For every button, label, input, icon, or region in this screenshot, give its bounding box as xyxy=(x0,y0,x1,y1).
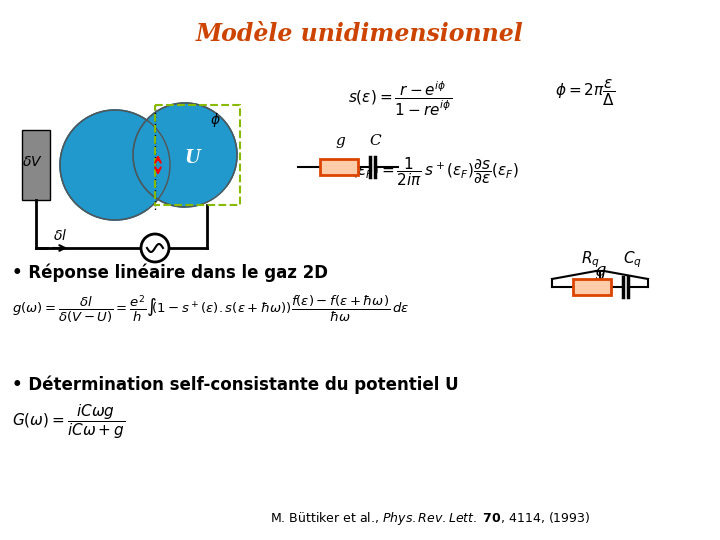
Text: $G(\omega)=\dfrac{iC\omega g}{iC\omega+g}$: $G(\omega)=\dfrac{iC\omega g}{iC\omega+g… xyxy=(12,402,125,441)
Text: Modèle unidimensionnel: Modèle unidimensionnel xyxy=(196,22,524,46)
Bar xyxy=(155,105,240,205)
Text: $s(\varepsilon)=\dfrac{r-e^{i\phi}}{1-re^{i\phi}}$: $s(\varepsilon)=\dfrac{r-e^{i\phi}}{1-re… xyxy=(348,80,452,118)
Text: $g(\omega)=\dfrac{\delta l}{\delta(V-U)}=\dfrac{e^2}{h}\int\!\!\left(1-s^+(\vare: $g(\omega)=\dfrac{\delta l}{\delta(V-U)}… xyxy=(12,293,409,325)
Circle shape xyxy=(133,103,237,207)
Text: C: C xyxy=(369,134,381,148)
Text: U: U xyxy=(184,149,200,167)
Text: • Réponse linéaire dans le gaz 2D: • Réponse linéaire dans le gaz 2D xyxy=(12,263,328,281)
Bar xyxy=(573,279,611,295)
Text: M. Büttiker et al., $\it{Phys.Rev.Lett.}$ $\bf{70}$, 4114, (1993): M. Büttiker et al., $\it{Phys.Rev.Lett.}… xyxy=(270,510,590,527)
Text: $R_q$: $R_q$ xyxy=(580,249,600,270)
Text: • Détermination self-consistante du potentiel U: • Détermination self-consistante du pote… xyxy=(12,375,459,394)
Ellipse shape xyxy=(130,150,170,170)
Circle shape xyxy=(141,234,169,262)
Text: $\phi=2\pi\dfrac{\varepsilon}{\Delta}$: $\phi=2\pi\dfrac{\varepsilon}{\Delta}$ xyxy=(555,78,615,108)
Text: $\phi$: $\phi$ xyxy=(210,111,220,129)
Text: $\delta l$: $\delta l$ xyxy=(53,228,67,243)
Circle shape xyxy=(60,110,170,220)
Text: $C_q$: $C_q$ xyxy=(623,249,642,270)
Text: g: g xyxy=(335,134,345,148)
Text: $N(\varepsilon_F)=\dfrac{1}{2i\pi}\,s^+(\varepsilon_F)\dfrac{\partial s}{\partia: $N(\varepsilon_F)=\dfrac{1}{2i\pi}\,s^+(… xyxy=(340,155,518,188)
Text: g: g xyxy=(594,262,606,280)
Bar xyxy=(22,130,50,200)
Text: $\delta V$: $\delta V$ xyxy=(22,155,42,169)
Bar xyxy=(320,159,358,175)
